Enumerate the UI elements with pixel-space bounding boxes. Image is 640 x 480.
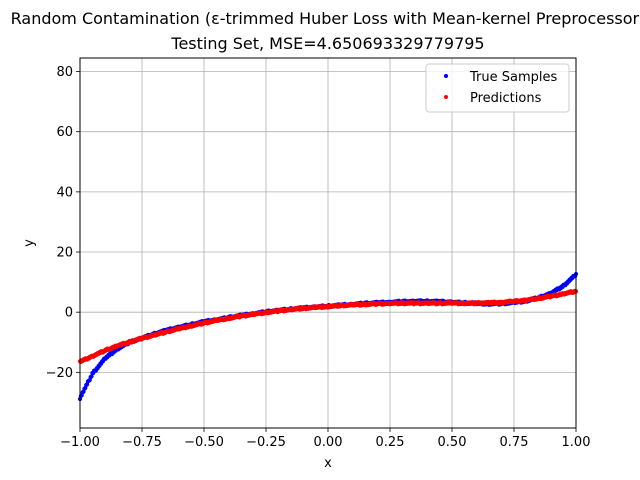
x-axis: −1.00 −0.75 −0.50 −0.25 0.00 0.25 0.50 0.75 1.00 [60,428,590,450]
data-point [89,374,94,379]
series-layer [77,271,579,402]
plot-area [77,57,579,429]
legend-marker-predictions [444,95,448,99]
y-tick-label: 60 [56,125,73,140]
y-tick-label: 40 [56,185,73,200]
x-tick-label: −1.00 [60,435,100,450]
legend-label-true-samples: True Samples [469,70,557,85]
legend-box [425,63,570,113]
chart-title: Random Contamination (ε-trimmed Huber Lo… [11,9,640,28]
y-axis-label: y [22,239,37,247]
y-tick-label: 80 [56,65,73,80]
x-tick-label: 0.50 [438,435,467,450]
x-tick-label: 0.25 [376,435,405,450]
chart-subtitle: Testing Set, MSE=4.650693329779795 [170,34,484,53]
y-axis: −20 0 20 40 60 80 [46,65,80,381]
grid-lines [79,58,577,428]
series-predictions [77,288,579,365]
x-tick-label: −0.75 [122,435,162,450]
y-tick-label: 0 [65,306,73,321]
x-tick-label: −0.25 [246,435,286,450]
legend-label-predictions: Predictions [470,91,542,106]
y-tick-label: 20 [56,246,73,261]
x-tick-label: −0.50 [184,435,224,450]
legend: True Samples Predictions [425,63,570,113]
x-tick-label: 0.00 [314,435,343,450]
x-tick-label: 0.75 [500,435,529,450]
x-axis-label: x [324,456,332,471]
legend-marker-true-samples [444,74,448,78]
x-tick-label: 1.00 [562,435,591,450]
y-tick-label: −20 [46,366,73,381]
